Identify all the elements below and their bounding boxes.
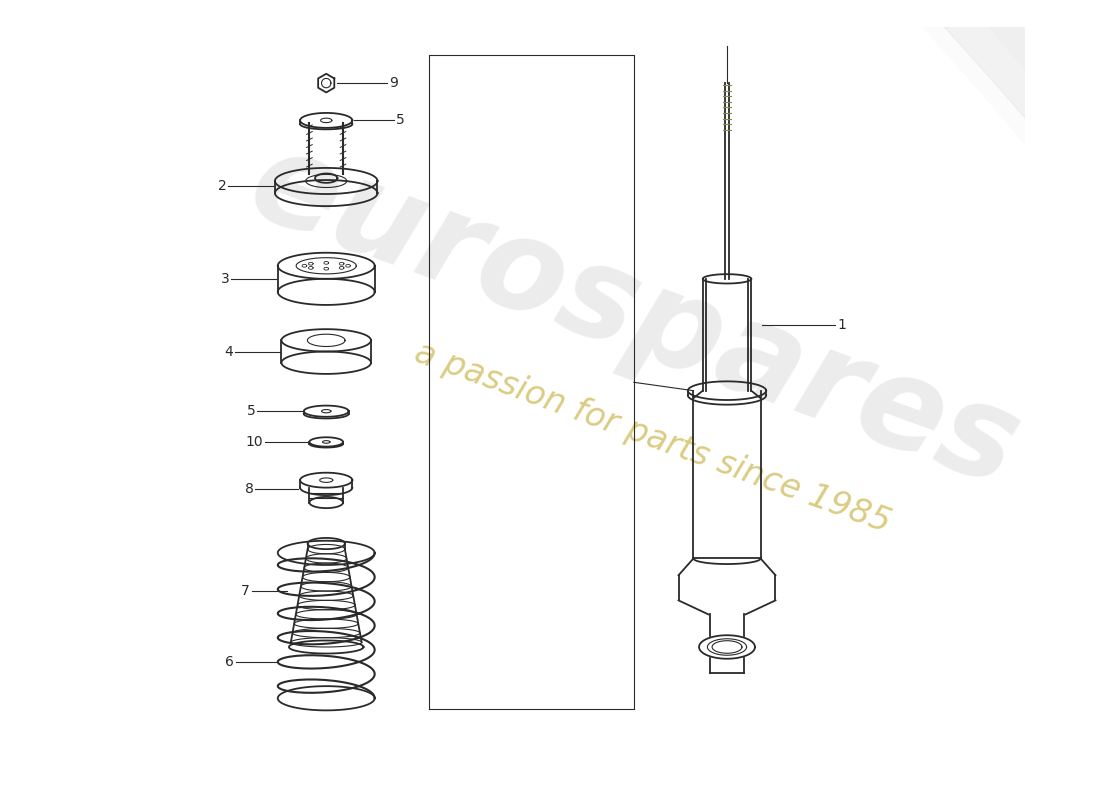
Text: 4: 4 (224, 345, 233, 358)
Text: a passion for parts since 1985: a passion for parts since 1985 (410, 335, 895, 539)
Text: 3: 3 (220, 272, 229, 286)
Text: 6: 6 (226, 655, 234, 669)
Text: 9: 9 (388, 76, 397, 90)
Text: eurospares: eurospares (233, 119, 1035, 513)
Text: 1: 1 (837, 318, 846, 333)
Text: 2: 2 (218, 178, 227, 193)
Text: 8: 8 (244, 482, 253, 495)
Text: 5: 5 (246, 404, 255, 418)
Text: 5: 5 (396, 114, 405, 127)
Text: 10: 10 (245, 435, 263, 449)
Text: 7: 7 (241, 584, 250, 598)
